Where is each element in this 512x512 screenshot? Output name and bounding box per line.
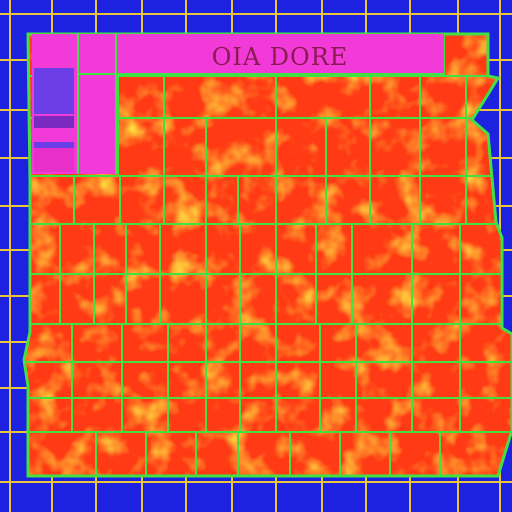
state-outline: [22, 32, 512, 478]
legend-swatch: [34, 148, 74, 172]
legend-panel: [32, 34, 444, 174]
legend-swatch: [34, 128, 74, 142]
legend-swatch: [34, 116, 74, 128]
legend-swatch: [34, 142, 74, 148]
legend-swatch: [34, 68, 74, 114]
county-boundaries: [24, 34, 512, 476]
